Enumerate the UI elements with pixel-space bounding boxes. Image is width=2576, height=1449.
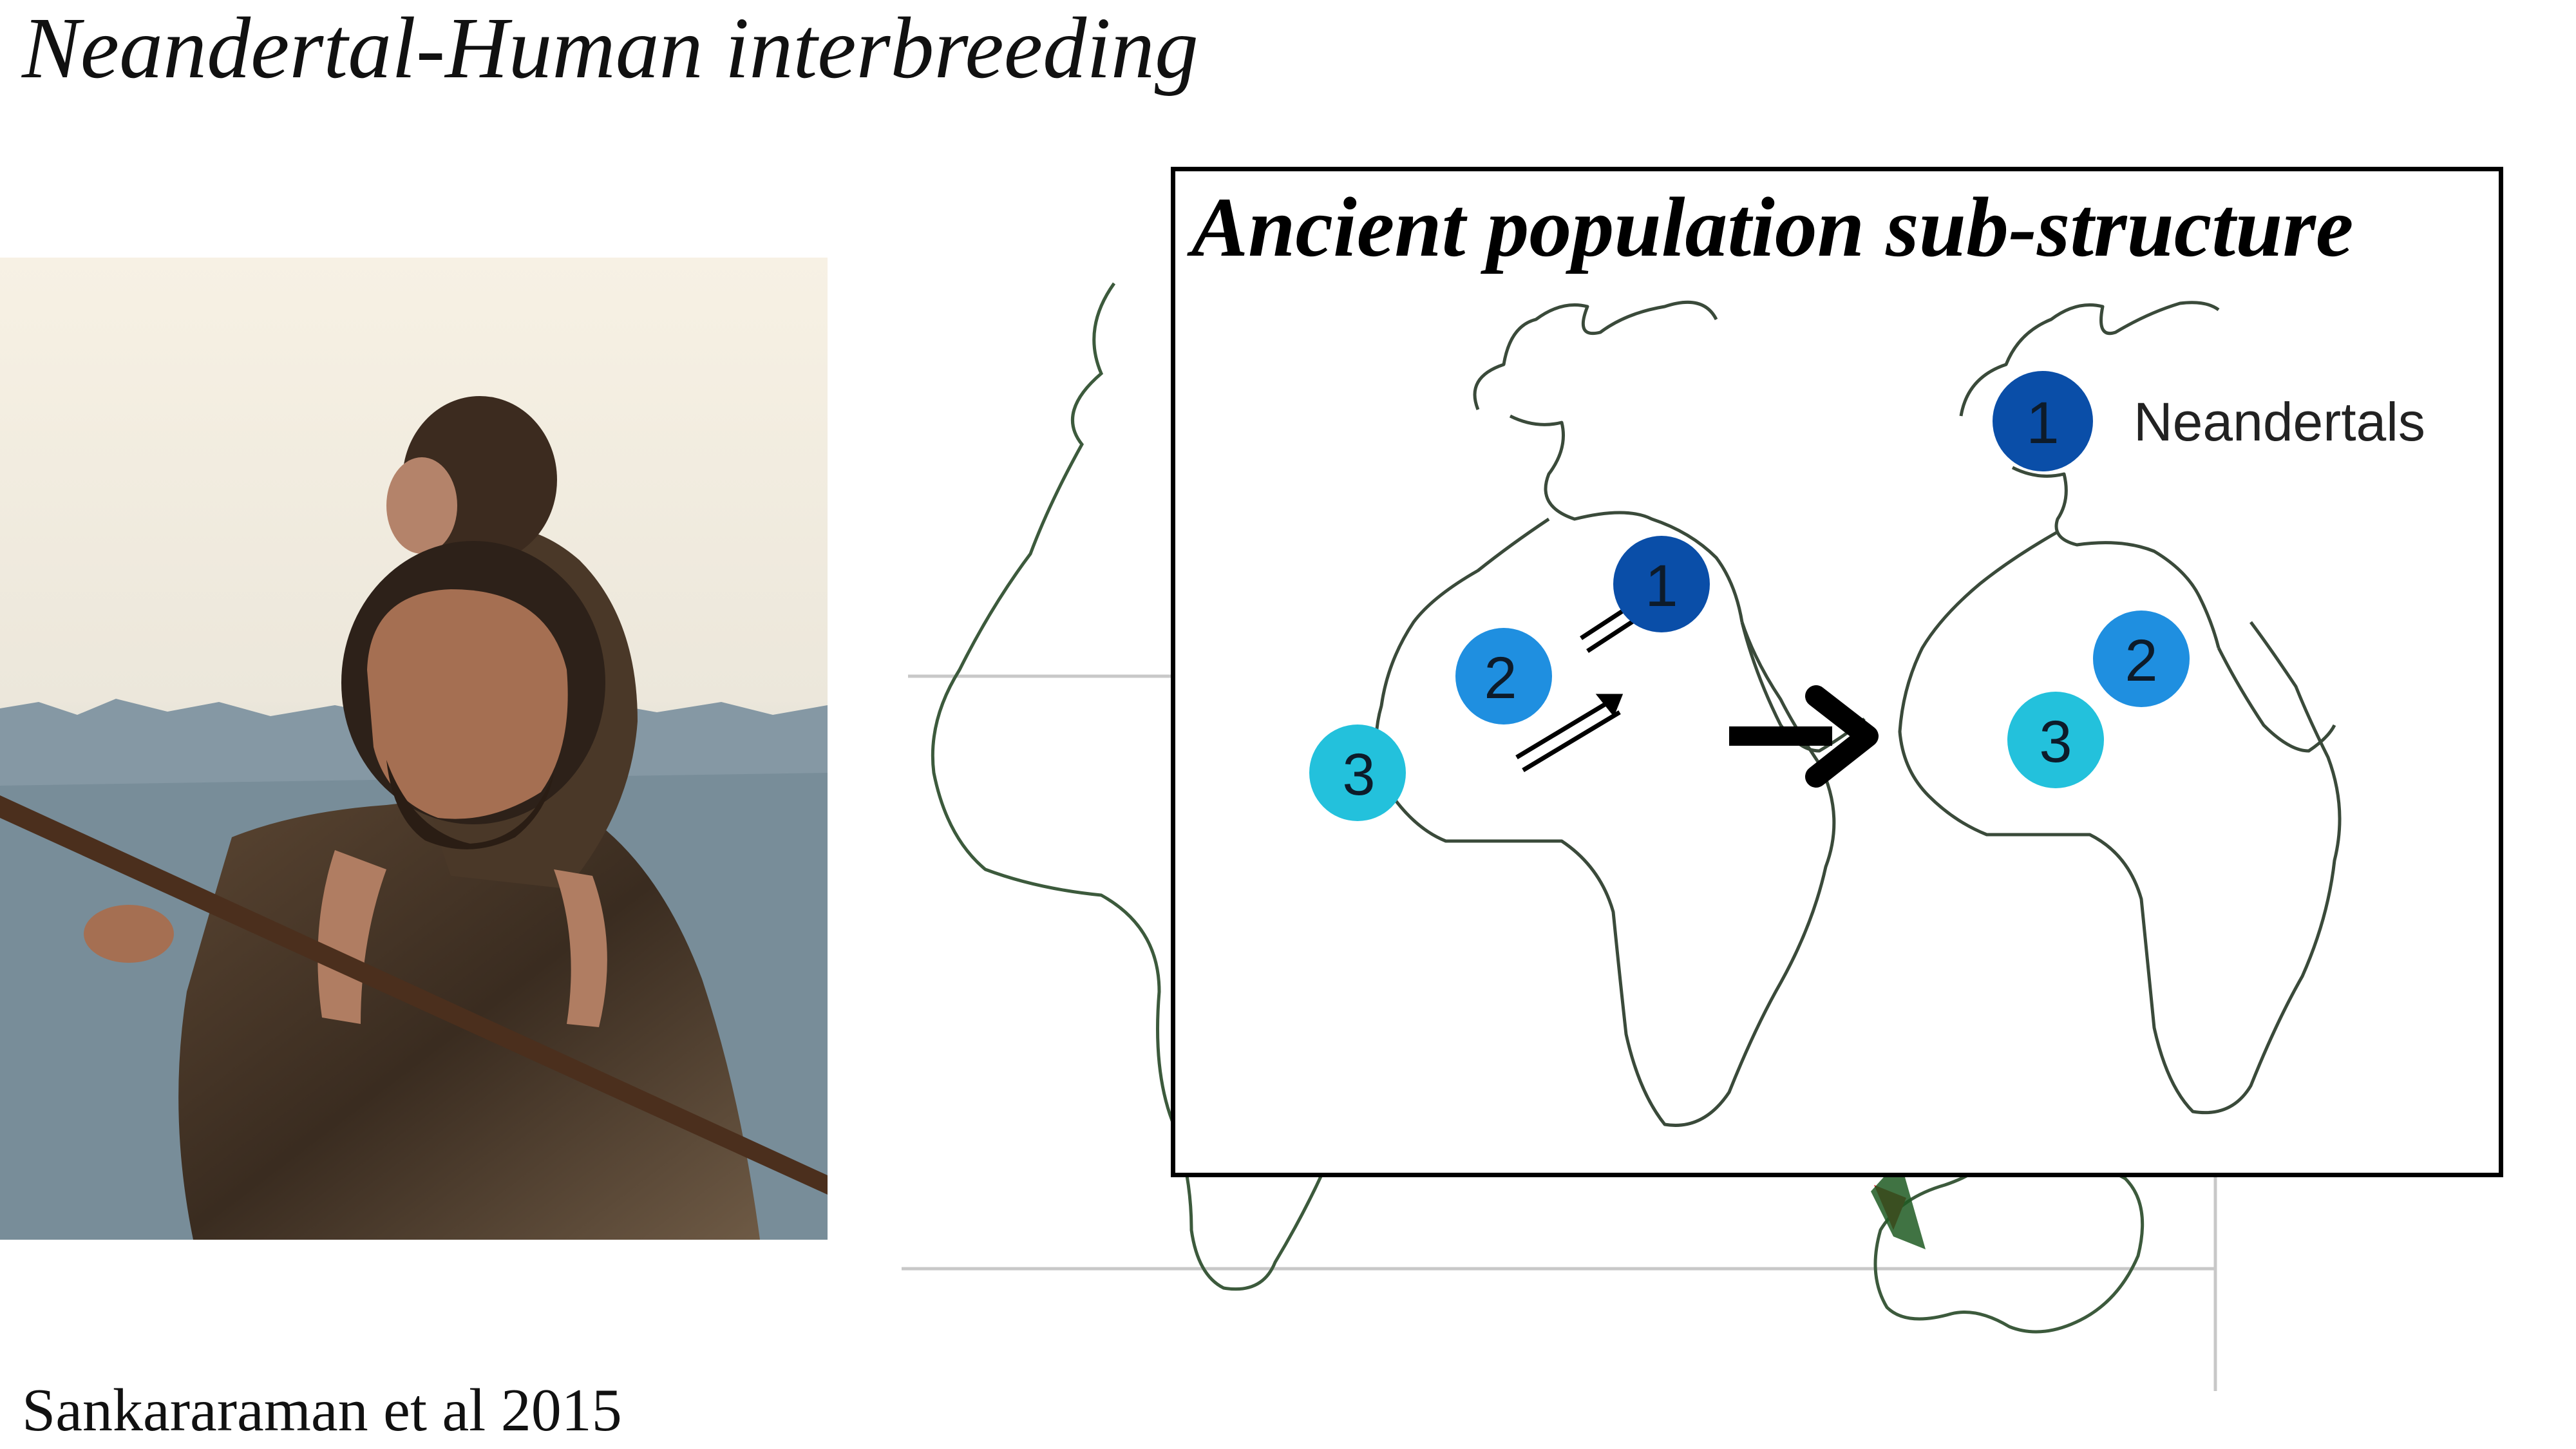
neandertals-label: Neandertals [2134, 392, 2425, 452]
right-pop1-circle [1993, 371, 2093, 471]
left-pop3-label: 3 [1342, 742, 1375, 808]
inset-title: Ancient population sub-structure [1191, 180, 2354, 274]
citation: Sankararaman et al 2015 [22, 1377, 622, 1444]
left-pop3-circle [1309, 724, 1406, 821]
right-pop2-circle [2093, 611, 2190, 707]
right-pop3-label: 3 [2039, 709, 2072, 775]
neandertal-illustration [0, 258, 828, 1240]
inset-panel: 1 2 3 1 2 3 Neandertals Ancient populati… [1171, 167, 2503, 1177]
arrow-right-icon [1729, 685, 1879, 788]
left-pop1-label: 1 [1645, 553, 1678, 619]
right-pop1-label: 1 [2026, 390, 2059, 456]
right-pop2-label: 2 [2125, 628, 2157, 694]
left-pop2-circle [1455, 628, 1552, 724]
left-pop1-circle [1613, 536, 1710, 632]
world-map [902, 282, 2421, 1391]
slide-title: Neandertal-Human interbreeding [22, 0, 1198, 97]
right-map-outline [1898, 301, 2342, 1115]
inset-maps: 1 2 3 1 2 3 Neandertals [1309, 300, 2425, 1127]
left-pop2-label: 2 [1484, 645, 1517, 711]
right-pop3-circle [2007, 692, 2104, 788]
